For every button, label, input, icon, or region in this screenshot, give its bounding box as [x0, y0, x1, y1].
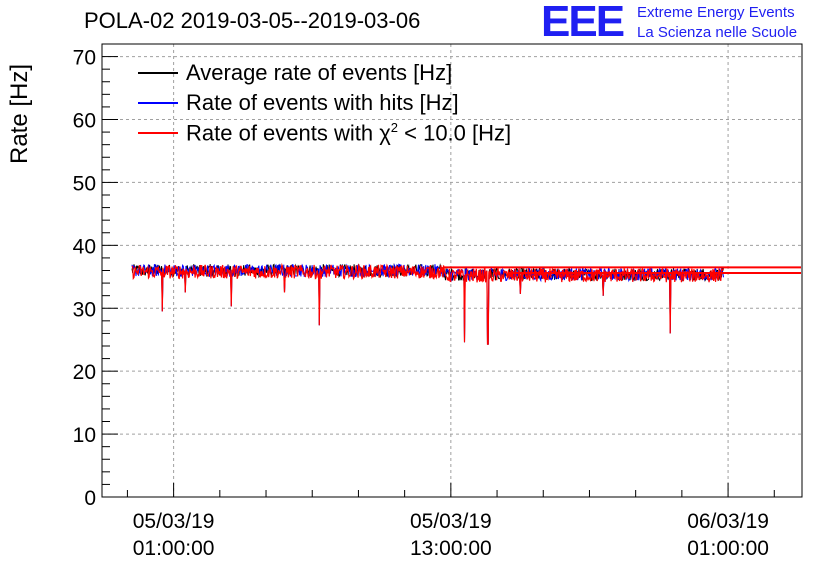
y-tick-label: 0 — [84, 487, 96, 510]
y-axis-label: Rate [Hz] — [6, 63, 33, 164]
y-tick-label: 40 — [73, 235, 96, 258]
x-tick-label-time: 13:00:00 — [410, 537, 492, 560]
legend-swatch-average — [138, 72, 178, 74]
x-tick-label-time: 01:00:00 — [133, 537, 215, 560]
logo-caption-line1: Extreme Energy Events — [637, 4, 795, 21]
series-line-chi2 — [131, 262, 724, 345]
chart-title: POLA-02 2019-03-05--2019-03-06 — [84, 8, 421, 33]
eee-logo: EEE — [541, 0, 625, 46]
y-tick-label: 60 — [73, 110, 96, 133]
legend: Average rate of events [Hz] Rate of even… — [138, 58, 511, 148]
legend-label-chi2: Rate of events with χ2 < 10.0 [Hz] — [186, 120, 511, 146]
legend-swatch-hits — [138, 102, 178, 104]
x-tick-label-date: 06/03/19 — [687, 510, 769, 533]
legend-label-average: Average rate of events [Hz] — [186, 60, 453, 85]
legend-entry-chi2: Rate of events with χ2 < 10.0 [Hz] — [138, 118, 511, 148]
legend-label-hits: Rate of events with hits [Hz] — [186, 90, 459, 115]
x-tick-label-date: 05/03/19 — [133, 510, 215, 533]
legend-swatch-chi2 — [138, 132, 178, 134]
legend-label-chi2-suffix: < 10.0 [Hz] — [398, 120, 512, 146]
logo-caption-line2: La Scienza nelle Scuole — [637, 24, 798, 41]
y-tick-label: 30 — [73, 298, 96, 321]
x-tick-label-time: 01:00:00 — [687, 537, 769, 560]
x-tick-label-date: 05/03/19 — [410, 510, 492, 533]
legend-label-chi2-symbol: χ — [379, 120, 391, 146]
legend-entry-hits: Rate of events with hits [Hz] — [138, 88, 511, 118]
legend-label-chi2-prefix: Rate of events with — [186, 120, 380, 146]
y-tick-label: 10 — [73, 424, 96, 447]
y-tick-label: 70 — [73, 47, 96, 70]
y-tick-label: 20 — [73, 361, 96, 384]
legend-label-chi2-sup: 2 — [390, 119, 399, 135]
y-tick-label: 50 — [73, 172, 96, 195]
legend-entry-average: Average rate of events [Hz] — [138, 58, 511, 88]
